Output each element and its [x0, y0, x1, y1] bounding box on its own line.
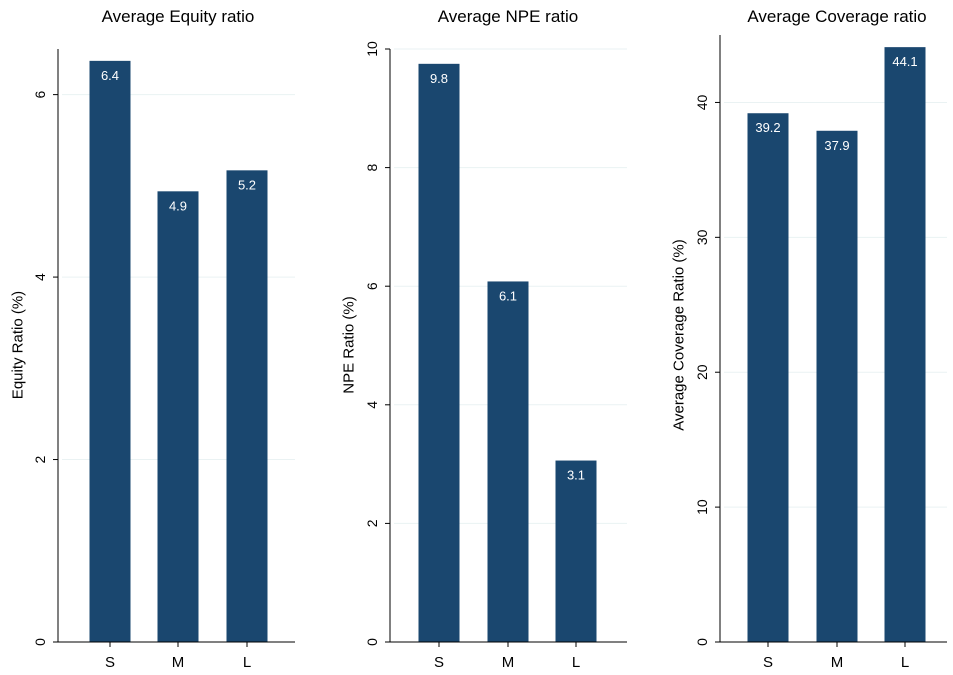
bar-S: [89, 60, 131, 643]
bar-M: [816, 130, 858, 642]
bar-value-label: 3.1: [567, 468, 585, 483]
bar-L: [226, 170, 268, 643]
x-tick-label: L: [572, 654, 580, 671]
x-tick-label: L: [901, 654, 909, 671]
bar-value-label: 5.2: [238, 177, 256, 192]
bar-L: [884, 47, 926, 642]
chart-panel-1: 0 2 4 6 6.4 4.9 5.2 S M L Average Equity ratio Equi…: [10, 7, 295, 671]
y-axis-label: Equity Ratio (%): [10, 291, 27, 399]
y-axis-label: NPE Ratio (%): [341, 296, 358, 394]
y-tick-label: 6: [364, 282, 380, 290]
y-tick-label: 10: [364, 41, 380, 57]
y-tick-label: 2: [364, 519, 380, 527]
y-tick-label: 6: [32, 91, 48, 99]
y-axis-label: Average Coverage Ratio (%): [671, 239, 688, 430]
bar-value-label: 9.8: [430, 71, 448, 86]
y-tick-label: 40: [694, 94, 710, 110]
chart-panel-3: 0 10 20 30 40 39.2 37.9 44.1 S M L Average Coverage…: [671, 7, 947, 671]
bar-value-label: 6.4: [101, 68, 119, 83]
bar-L: [555, 460, 597, 642]
y-tick-label: 4: [32, 273, 48, 281]
x-tick-label: S: [434, 654, 444, 671]
y-tick-label: 2: [32, 455, 48, 463]
chart-panel-2: 0 2 4 6 8 10 9.8 6.1 3.1 S M L Average NPE ratio NPE …: [341, 7, 627, 671]
chart-title: Average Equity ratio: [102, 7, 255, 26]
bar-value-label: 39.2: [755, 120, 780, 135]
bar-value-label: 4.9: [169, 198, 187, 213]
x-tick-label: M: [502, 654, 515, 671]
bar-M: [157, 191, 199, 642]
y-tick-label: 10: [694, 499, 710, 515]
x-tick-label: S: [763, 654, 773, 671]
y-tick-label: 30: [694, 229, 710, 245]
bar-M: [487, 281, 529, 642]
x-tick-label: M: [172, 654, 185, 671]
x-tick-label: L: [243, 654, 251, 671]
y-tick-label: 20: [694, 364, 710, 380]
chart-title: Average Coverage ratio: [747, 7, 926, 26]
bar-S: [747, 113, 789, 643]
y-tick-label: 4: [364, 401, 380, 409]
y-tick-label: 8: [364, 163, 380, 171]
y-tick-label: 0: [32, 638, 48, 646]
bar-value-label: 6.1: [499, 288, 517, 303]
chart-title: Average NPE ratio: [438, 7, 578, 26]
bar-S: [418, 63, 460, 642]
bar-value-label: 44.1: [892, 54, 917, 69]
x-tick-label: S: [105, 654, 115, 671]
x-tick-label: M: [831, 654, 844, 671]
y-tick-label: 0: [364, 638, 380, 646]
y-tick-label: 0: [694, 638, 710, 646]
bar-value-label: 37.9: [824, 138, 849, 153]
